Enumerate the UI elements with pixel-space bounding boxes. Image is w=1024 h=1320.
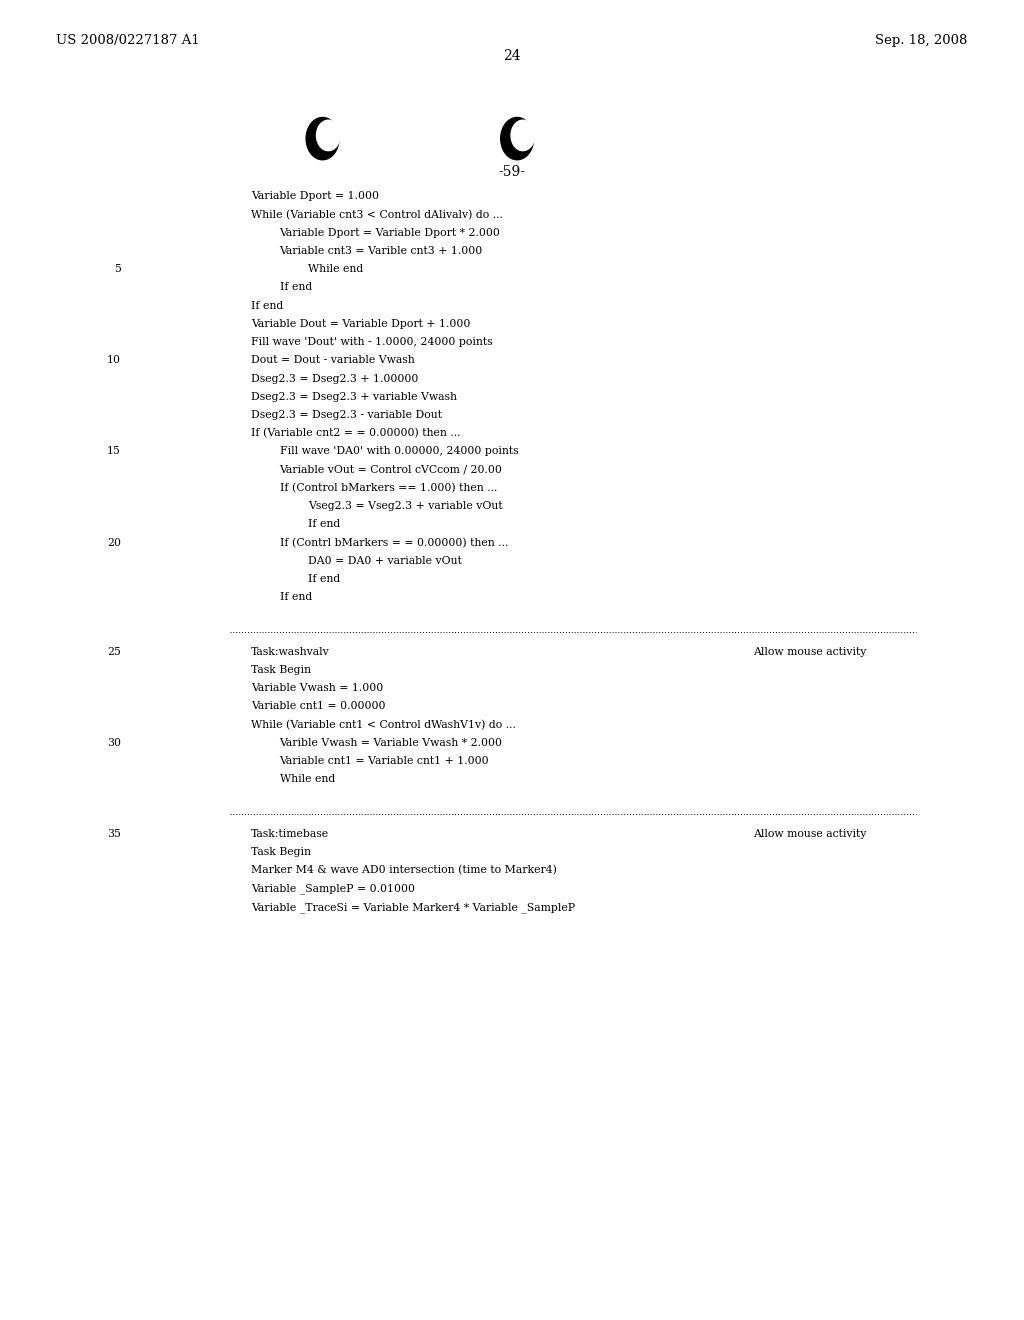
Text: While end: While end (308, 264, 364, 275)
Text: Task Begin: Task Begin (251, 665, 311, 675)
Text: If (Contrl bMarkers = = 0.00000) then ...: If (Contrl bMarkers = = 0.00000) then ..… (280, 537, 508, 548)
Text: Marker M4 & wave AD0 intersection (time to Marker4): Marker M4 & wave AD0 intersection (time … (251, 866, 557, 875)
Text: If end: If end (308, 574, 340, 583)
Text: Varible Vwash = Variable Vwash * 2.000: Varible Vwash = Variable Vwash * 2.000 (280, 738, 503, 748)
Text: Variable vOut = Control cVCcom / 20.00: Variable vOut = Control cVCcom / 20.00 (280, 465, 503, 475)
Text: Allow mouse activity: Allow mouse activity (753, 647, 866, 657)
Text: If (Control bMarkers == 1.000) then ...: If (Control bMarkers == 1.000) then ... (280, 483, 497, 494)
Text: Dseg2.3 = Dseg2.3 - variable Dout: Dseg2.3 = Dseg2.3 - variable Dout (251, 411, 442, 420)
Text: -59-: -59- (499, 165, 525, 180)
Polygon shape (501, 117, 534, 160)
Text: 20: 20 (106, 537, 121, 548)
Text: 10: 10 (106, 355, 121, 366)
Text: If end: If end (308, 519, 340, 529)
Text: Variable Dout = Variable Dport + 1.000: Variable Dout = Variable Dport + 1.000 (251, 319, 470, 329)
Text: 35: 35 (106, 829, 121, 840)
Text: Dout = Dout - variable Vwash: Dout = Dout - variable Vwash (251, 355, 415, 366)
Text: If end: If end (251, 301, 283, 310)
Text: 15: 15 (106, 446, 121, 457)
Text: Task Begin: Task Begin (251, 847, 311, 857)
Text: Variable cnt3 = Varible cnt3 + 1.000: Variable cnt3 = Varible cnt3 + 1.000 (280, 246, 482, 256)
Text: Dseg2.3 = Dseg2.3 + variable Vwash: Dseg2.3 = Dseg2.3 + variable Vwash (251, 392, 457, 401)
Text: Variable Dport = Variable Dport * 2.000: Variable Dport = Variable Dport * 2.000 (280, 228, 501, 238)
Text: Variable cnt1 = 0.00000: Variable cnt1 = 0.00000 (251, 701, 385, 711)
Text: While (Variable cnt3 < Control dAlivalv) do ...: While (Variable cnt3 < Control dAlivalv)… (251, 210, 503, 220)
Text: Dseg2.3 = Dseg2.3 + 1.00000: Dseg2.3 = Dseg2.3 + 1.00000 (251, 374, 418, 384)
Text: If (Variable cnt2 = = 0.00000) then ...: If (Variable cnt2 = = 0.00000) then ... (251, 428, 461, 438)
Polygon shape (316, 120, 340, 150)
Text: 30: 30 (106, 738, 121, 748)
Text: 24: 24 (503, 49, 521, 63)
Text: Variable cnt1 = Variable cnt1 + 1.000: Variable cnt1 = Variable cnt1 + 1.000 (280, 756, 489, 766)
Text: If end: If end (280, 282, 311, 293)
Text: DA0 = DA0 + variable vOut: DA0 = DA0 + variable vOut (308, 556, 462, 566)
Text: Fill wave 'DA0' with 0.00000, 24000 points: Fill wave 'DA0' with 0.00000, 24000 poin… (280, 446, 518, 457)
Text: Task:timebase: Task:timebase (251, 829, 329, 840)
Text: If end: If end (280, 593, 311, 602)
Text: Vseg2.3 = Vseg2.3 + variable vOut: Vseg2.3 = Vseg2.3 + variable vOut (308, 502, 503, 511)
Text: Variable Dport = 1.000: Variable Dport = 1.000 (251, 191, 379, 202)
Text: Task:washvalv: Task:washvalv (251, 647, 330, 657)
Text: Variable _TraceSi = Variable Marker4 * Variable _SampleP: Variable _TraceSi = Variable Marker4 * V… (251, 902, 575, 912)
Polygon shape (306, 117, 339, 160)
Text: Allow mouse activity: Allow mouse activity (753, 829, 866, 840)
Polygon shape (511, 120, 535, 150)
Text: US 2008/0227187 A1: US 2008/0227187 A1 (56, 34, 200, 48)
Text: 25: 25 (106, 647, 121, 657)
Text: Variable Vwash = 1.000: Variable Vwash = 1.000 (251, 684, 383, 693)
Text: Variable _SampleP = 0.01000: Variable _SampleP = 0.01000 (251, 883, 415, 895)
Text: While end: While end (280, 775, 335, 784)
Text: Fill wave 'Dout' with - 1.0000, 24000 points: Fill wave 'Dout' with - 1.0000, 24000 po… (251, 337, 493, 347)
Text: 5: 5 (114, 264, 121, 275)
Text: While (Variable cnt1 < Control dWashV1v) do ...: While (Variable cnt1 < Control dWashV1v)… (251, 719, 516, 730)
Text: Sep. 18, 2008: Sep. 18, 2008 (876, 34, 968, 48)
